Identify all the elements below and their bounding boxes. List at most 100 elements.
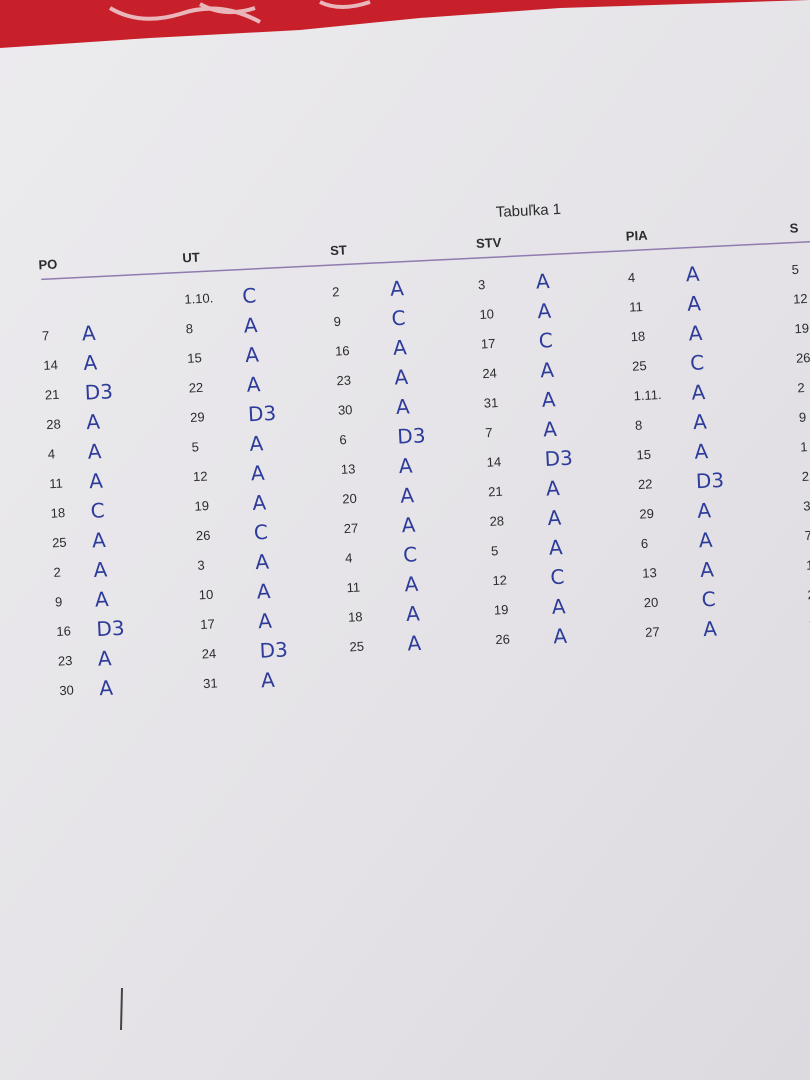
date: 14 <box>43 357 58 373</box>
date: 18 <box>348 609 363 625</box>
date: 21 <box>488 484 503 500</box>
date: 27 <box>645 624 660 640</box>
date: 25 <box>52 535 67 551</box>
date: 24 <box>201 646 216 662</box>
handwritten-mark: A <box>543 417 558 442</box>
date: 7 <box>485 425 493 440</box>
column-header: PO <box>38 257 58 273</box>
handwritten-mark: A <box>405 601 420 626</box>
handwritten-mark: A <box>87 439 102 464</box>
handwritten-mark: C <box>690 350 705 375</box>
date: 19 <box>494 602 509 618</box>
handwritten-mark: A <box>698 528 713 553</box>
handwritten-mark: C <box>253 520 268 545</box>
handwritten-mark: A <box>537 299 552 324</box>
handwritten-mark: C <box>242 283 257 308</box>
handwritten-mark: A <box>81 321 96 346</box>
handwritten-mark: A <box>694 439 709 464</box>
handwritten-mark: A <box>390 276 405 301</box>
date: 1 <box>806 557 810 572</box>
handwritten-mark: A <box>245 342 260 367</box>
date: 3 <box>478 277 486 292</box>
column-header: STV <box>476 235 502 251</box>
handwritten-mark: D3 <box>397 423 426 448</box>
date: 30 <box>59 682 74 698</box>
handwritten-mark: A <box>703 616 718 641</box>
handwritten-mark: C <box>403 542 418 567</box>
handwritten-mark: A <box>261 668 276 693</box>
date: 23 <box>58 653 73 669</box>
date: 4 <box>627 270 635 285</box>
handwritten-mark: A <box>91 528 106 553</box>
handwritten-mark: A <box>540 358 555 383</box>
date: 16 <box>335 343 350 359</box>
date: 9 <box>333 314 341 329</box>
column-header: S <box>789 220 799 235</box>
date: 31 <box>203 675 218 691</box>
date: 8 <box>185 321 193 336</box>
date: 10 <box>198 587 213 603</box>
date: 6 <box>640 536 648 551</box>
date: 8 <box>635 418 643 433</box>
handwritten-mark: A <box>249 431 264 456</box>
date: 20 <box>643 595 658 611</box>
handwritten-mark: A <box>89 469 104 494</box>
date: 2 <box>332 284 340 299</box>
handwritten-mark: A <box>541 387 556 412</box>
date: 29 <box>639 506 654 522</box>
handwritten-mark: A <box>99 676 114 701</box>
handwritten-mark: A <box>545 476 560 501</box>
date: 11 <box>49 476 63 492</box>
handwritten-mark: C <box>391 306 406 331</box>
handwritten-mark: C <box>538 328 553 353</box>
handwritten-mark: A <box>692 409 707 434</box>
date: 17 <box>481 336 496 352</box>
handwritten-mark: C <box>701 587 716 612</box>
date: 31 <box>483 395 498 411</box>
date: 27 <box>343 520 358 536</box>
handwritten-mark: A <box>395 394 410 419</box>
handwritten-mark: A <box>687 291 702 316</box>
header-rule <box>41 240 810 281</box>
date: 28 <box>46 416 61 432</box>
date: 25 <box>349 639 364 655</box>
date: 19 <box>794 321 809 337</box>
date: 13 <box>642 565 657 581</box>
date: 9 <box>55 594 63 609</box>
date: 12 <box>793 291 808 307</box>
date: 15 <box>187 350 202 366</box>
date: 16 <box>56 623 71 639</box>
handwritten-mark: A <box>255 549 270 574</box>
handwritten-mark: A <box>404 572 419 597</box>
handwritten-mark: A <box>548 535 563 560</box>
date: 7 <box>804 528 810 543</box>
date: 15 <box>636 447 651 463</box>
date: 1.10. <box>184 290 214 306</box>
handwritten-mark: A <box>400 483 415 508</box>
date: 5 <box>791 262 799 277</box>
date: 2 <box>53 565 61 580</box>
date: 10 <box>479 306 494 322</box>
date: 19 <box>194 498 209 514</box>
red-cloth <box>0 0 810 48</box>
handwritten-mark: A <box>246 372 261 397</box>
handwritten-mark: A <box>256 579 271 604</box>
date: 5 <box>191 439 199 454</box>
handwritten-mark: A <box>394 365 409 390</box>
cloth-pattern <box>108 0 371 24</box>
date: 20 <box>342 491 357 507</box>
date: 3 <box>197 558 205 573</box>
handwritten-mark: A <box>250 461 265 486</box>
handwritten-mark: A <box>392 335 407 360</box>
date: 11 <box>629 299 643 315</box>
handwritten-mark: A <box>553 624 568 649</box>
date: 17 <box>200 616 215 632</box>
handwritten-mark: A <box>547 506 562 531</box>
date: 22 <box>188 380 203 396</box>
date: 12 <box>492 572 507 588</box>
date: 24 <box>482 365 497 381</box>
date: 1 <box>800 439 808 454</box>
date: 30 <box>338 402 353 418</box>
